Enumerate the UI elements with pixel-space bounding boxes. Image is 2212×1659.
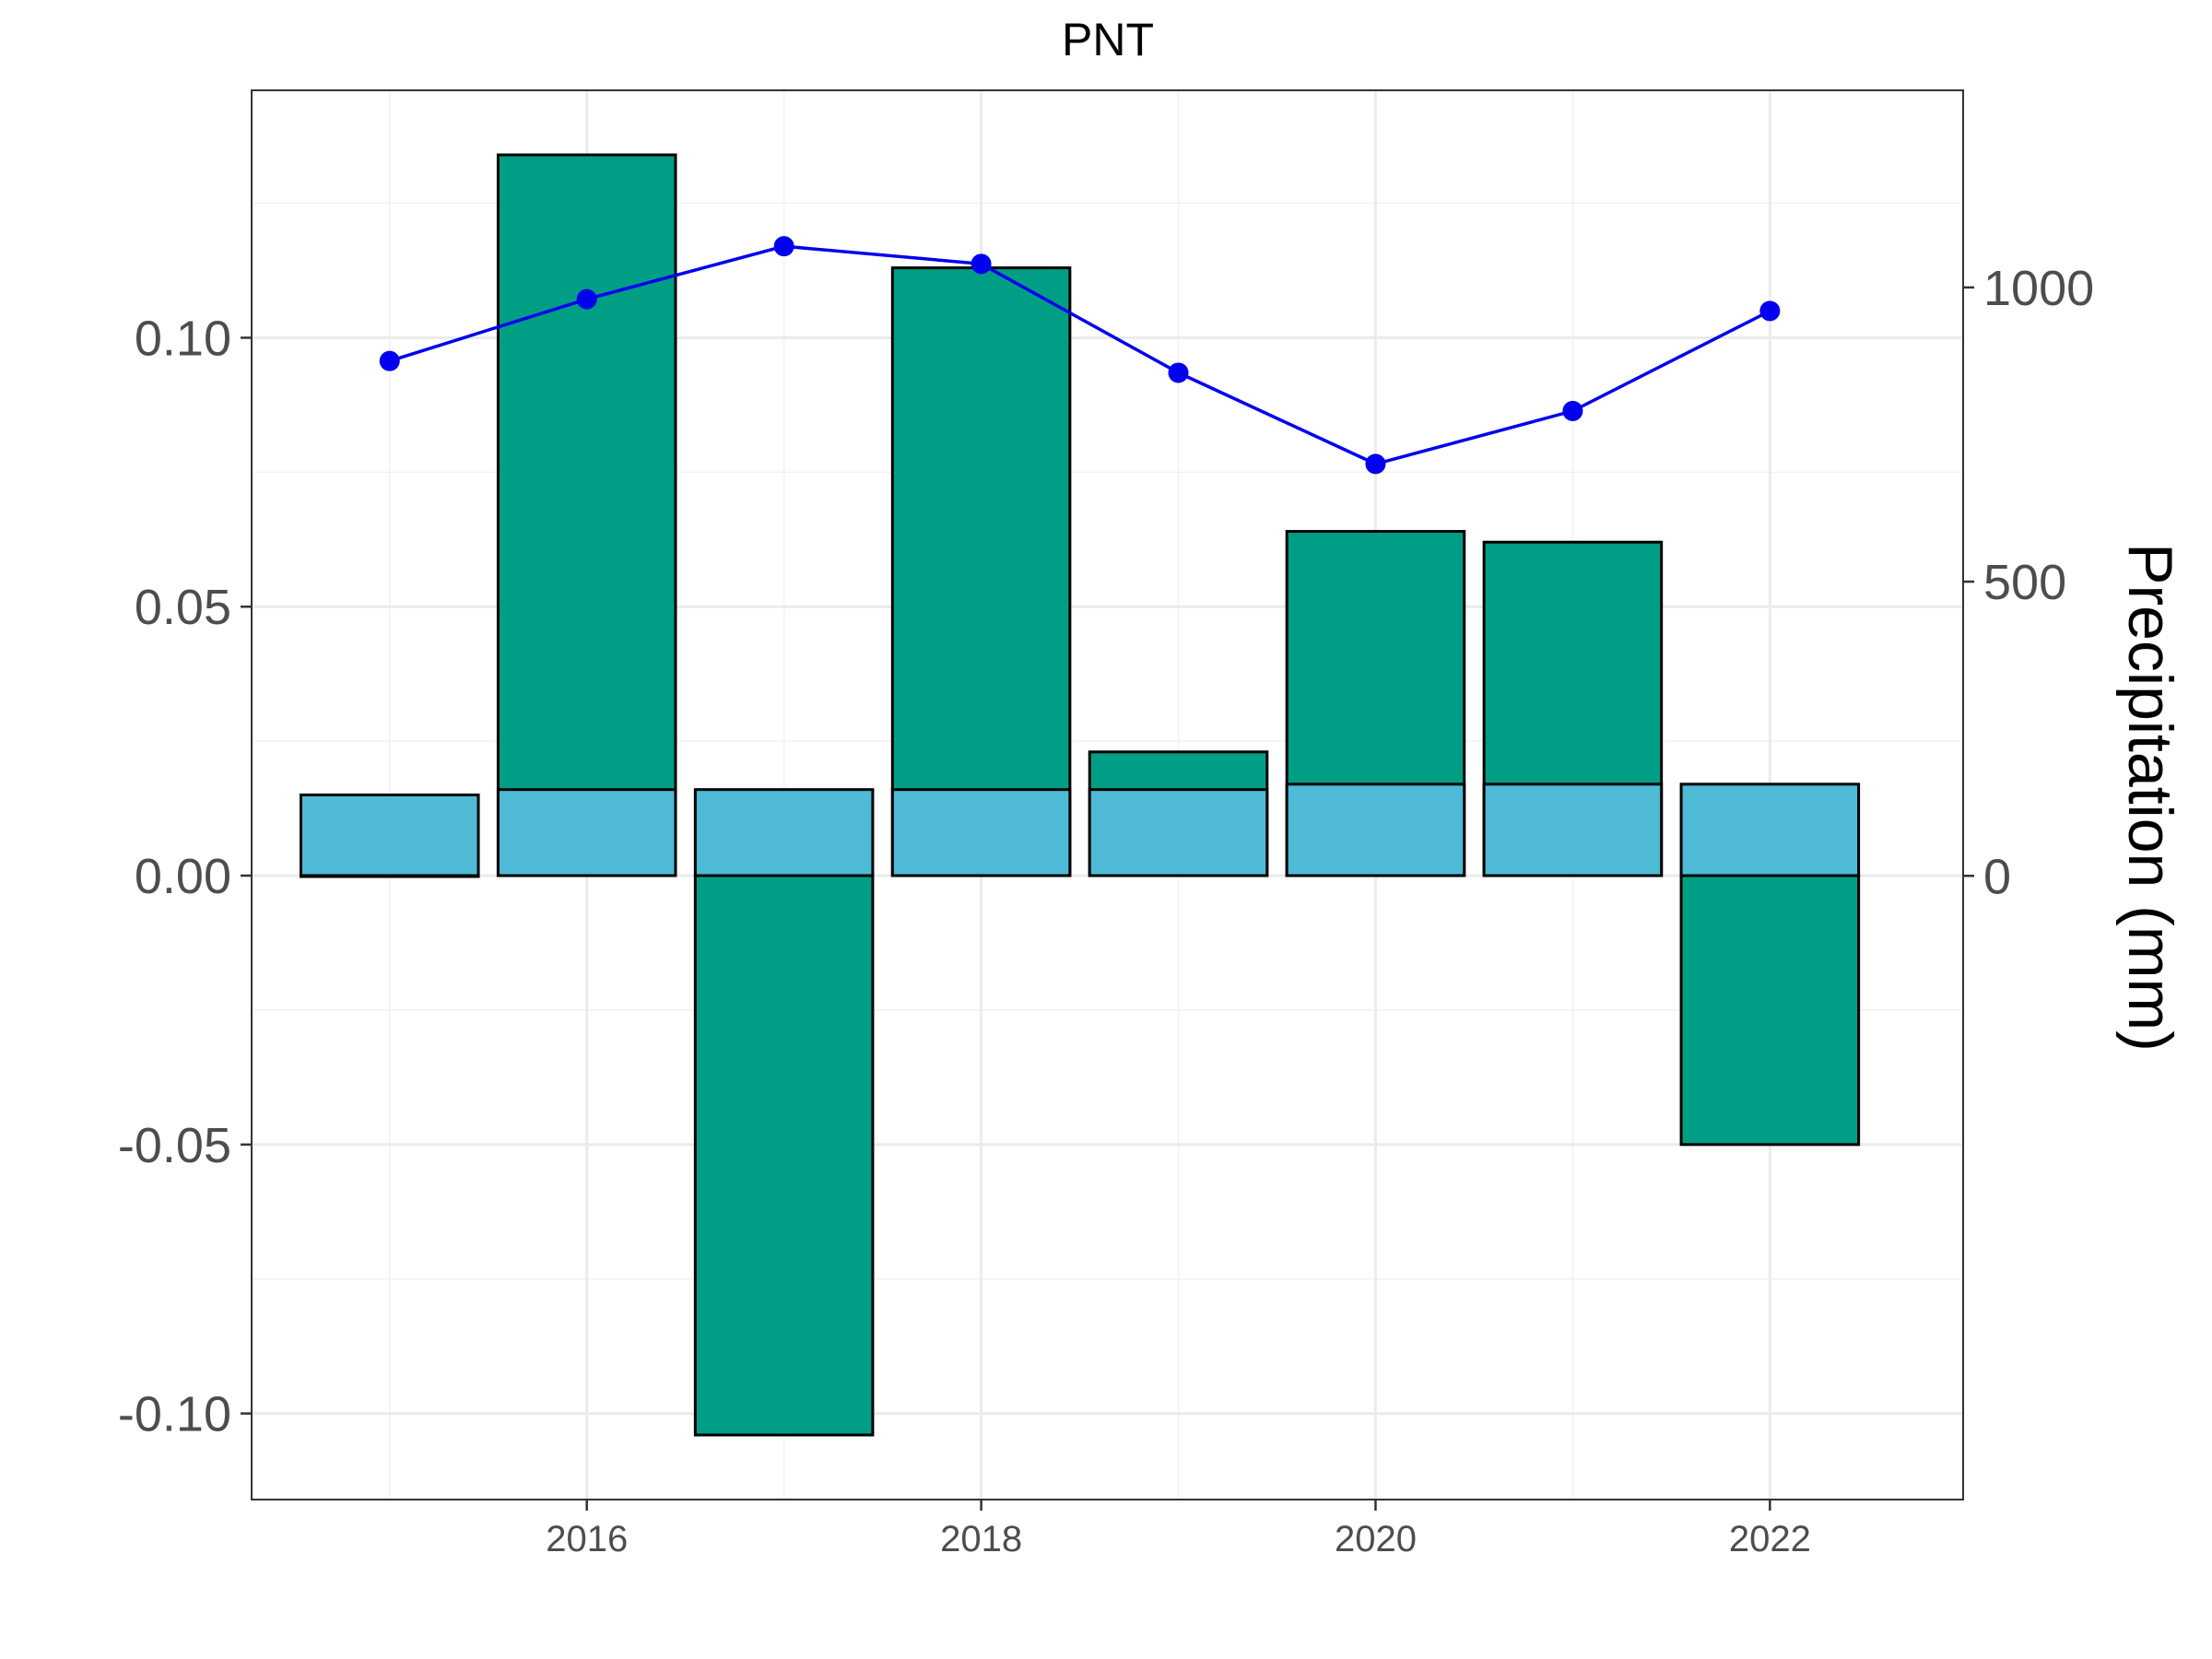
precipitation-polyline	[389, 244, 1771, 466]
precipitation-point-2020	[1365, 453, 1386, 475]
x-tick-label: 2018	[940, 1519, 1022, 1559]
precipitation-point-2015	[379, 350, 400, 371]
bar-series-1-2018	[890, 266, 1072, 877]
bar-series-2-2020	[1285, 782, 1466, 877]
y2-tick-label: 1000	[1983, 261, 2094, 316]
precipitation-point-2018	[971, 253, 992, 275]
x-tick-label: 2022	[1729, 1519, 1811, 1559]
precipitation-point-2017	[773, 236, 794, 257]
bar-series-2-2015	[299, 794, 480, 877]
bar-series-2-2019	[1088, 788, 1269, 877]
precipitation-line	[379, 236, 1781, 475]
bar-series-2-2021	[1482, 782, 1664, 877]
plot-panel-border	[251, 89, 1964, 1500]
precipitation-point-2021	[1562, 400, 1583, 421]
bar-series-2-2016	[496, 788, 677, 877]
x-tick-label: 2016	[546, 1519, 628, 1559]
bar-series-1-2017	[693, 874, 875, 1437]
y2-axis-title: Precipitation (mm)	[2115, 543, 2185, 1052]
bar-series-1-2022	[1679, 874, 1861, 1147]
y-tick-label: 0.05	[135, 580, 231, 635]
y2-tick-label: 500	[1983, 555, 2066, 610]
precipitation-point-2022	[1759, 300, 1781, 322]
axes: -0.10 -0.05 0.00 0.05 0.10 0 500 1000 2016 2018 20…	[118, 261, 2094, 1559]
x-tick-label: 2020	[1335, 1519, 1417, 1559]
y2-tick-label: 0	[1983, 849, 2011, 904]
y-tick-label: 0.10	[135, 311, 231, 366]
precipitation-point-2019	[1168, 362, 1189, 383]
precipitation-point-2016	[576, 288, 597, 310]
bars	[299, 153, 1861, 1437]
y-tick-label: -0.05	[118, 1118, 231, 1173]
y-tick-label: 0.00	[135, 849, 231, 904]
y-tick-label: -0.10	[118, 1387, 231, 1442]
bar-series-2-2017	[693, 788, 875, 877]
chart-title: PNT	[1062, 14, 1154, 65]
bar-series-2-2022	[1679, 782, 1861, 877]
bar-series-2-2018	[890, 788, 1072, 877]
bar-series-1-2016	[496, 153, 677, 877]
